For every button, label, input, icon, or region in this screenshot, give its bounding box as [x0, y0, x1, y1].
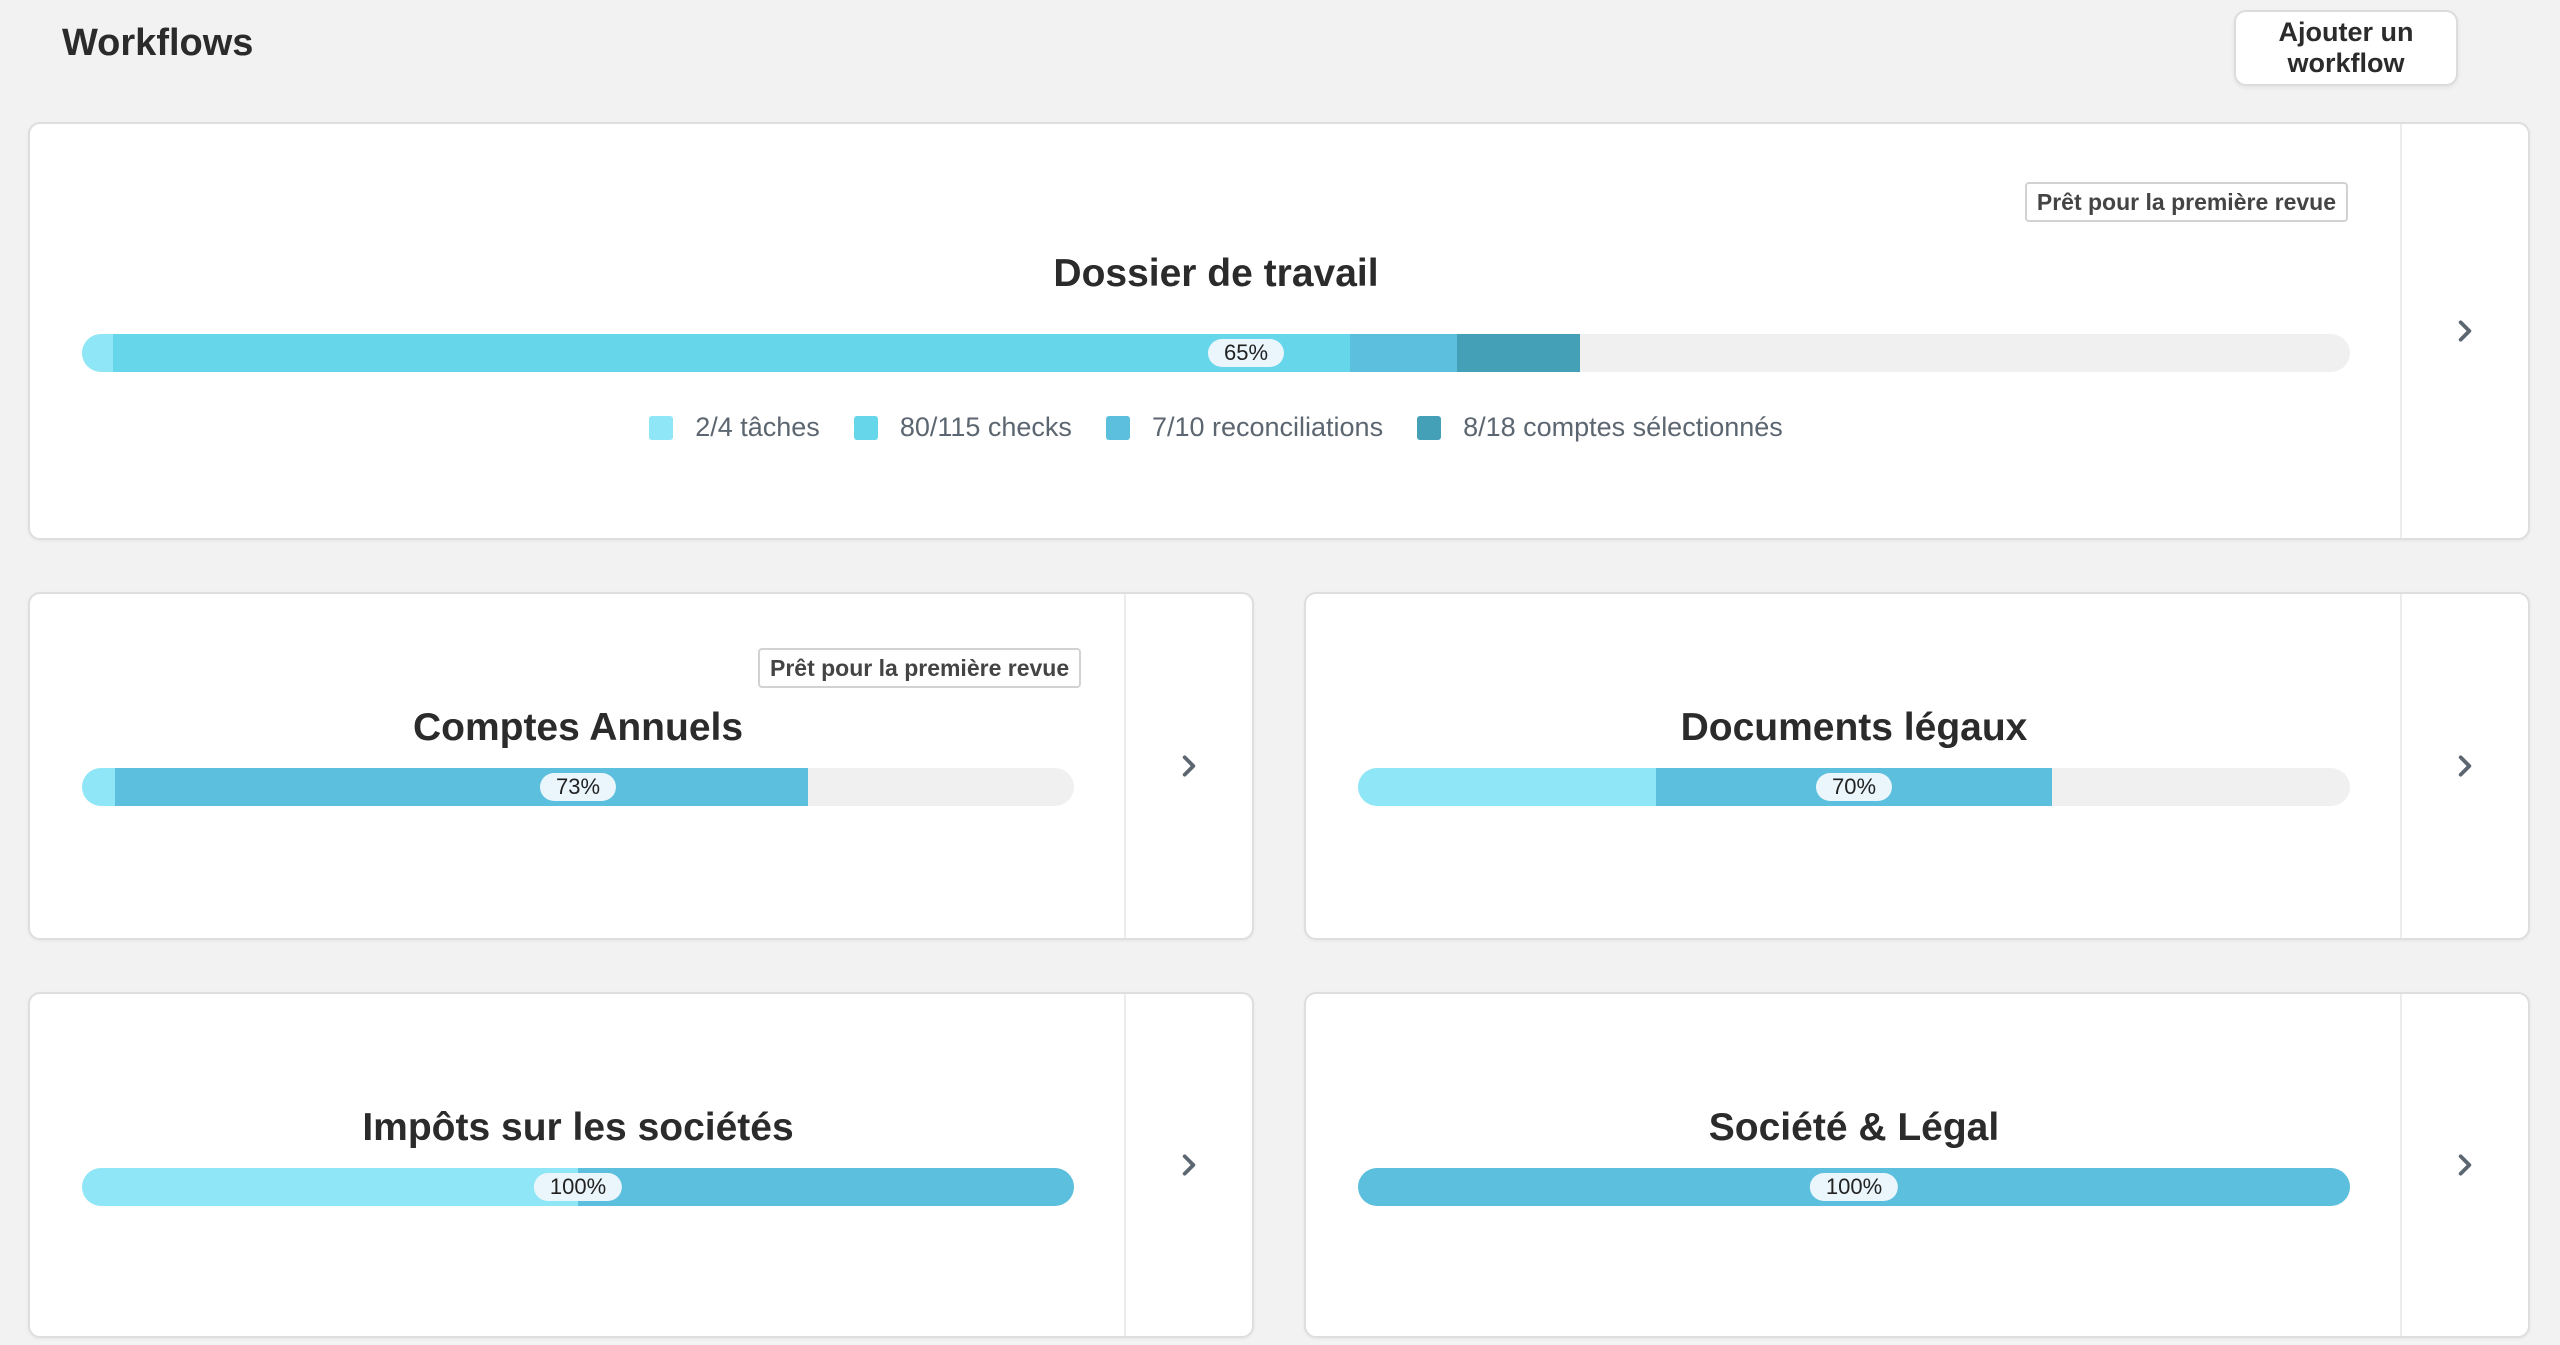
status-badge: Prêt pour la première revue	[2024, 182, 2348, 222]
workflow-card-comptes-annuels[interactable]: Prêt pour la première revue Comptes Annu…	[28, 592, 1254, 940]
legend-label: 7/10 reconciliations	[1151, 412, 1384, 442]
progress-segment-tasks	[82, 334, 113, 372]
card-title: Société & Légal	[1708, 1106, 2000, 1149]
open-workflow-button[interactable]	[1124, 594, 1252, 938]
chevron-right-icon	[2458, 1154, 2472, 1176]
legend-swatch	[1105, 415, 1130, 440]
legend-item-reconciliations: 7/10 reconciliations	[1105, 412, 1384, 443]
open-workflow-button[interactable]	[2400, 124, 2528, 538]
open-workflow-button[interactable]	[2400, 994, 2528, 1336]
progress-percent: 70%	[1815, 773, 1893, 801]
card-title: Impôts sur les sociétés	[362, 1106, 794, 1149]
progress-segment-reconciliations	[1350, 334, 1457, 372]
progress-legend: 2/4 tâches 80/115 checks 7/10 reconcilia…	[30, 412, 2402, 443]
progress-bar: 100%	[1358, 1168, 2350, 1206]
page-title: Workflows	[62, 22, 254, 64]
progress-segment-light	[82, 1168, 578, 1206]
legend-swatch	[853, 415, 878, 440]
progress-percent: 65%	[1207, 339, 1285, 367]
open-workflow-button[interactable]	[2400, 594, 2528, 938]
legend-swatch	[1417, 415, 1442, 440]
card-title: Comptes Annuels	[412, 706, 744, 749]
legend-item-accounts: 8/18 comptes sélectionnés	[1417, 412, 1783, 443]
workflow-card-societe-legal[interactable]: Société & Légal 100%	[1304, 992, 2530, 1338]
add-workflow-button[interactable]: Ajouter un workflow	[2234, 10, 2458, 86]
progress-bar: 73%	[82, 768, 1074, 806]
progress-bar: 100%	[82, 1168, 1074, 1206]
progress-bar: 70%	[1358, 768, 2350, 806]
progress-segment-light	[82, 768, 115, 806]
chevron-right-icon	[2458, 320, 2472, 342]
progress-segment-checks	[113, 334, 1350, 372]
workflow-card-impots[interactable]: Impôts sur les sociétés 100%	[28, 992, 1254, 1338]
chevron-right-icon	[1182, 755, 1196, 777]
legend-label: 8/18 comptes sélectionnés	[1463, 412, 1783, 442]
workflow-card-documents-legaux[interactable]: Documents légaux 70%	[1304, 592, 2530, 940]
legend-label: 80/115 checks	[899, 412, 1072, 442]
progress-segment-medium	[115, 768, 808, 806]
legend-swatch	[649, 415, 674, 440]
status-badge: Prêt pour la première revue	[758, 648, 1082, 688]
legend-label: 2/4 tâches	[695, 412, 820, 442]
progress-segment-accounts	[1457, 334, 1580, 372]
card-title: Documents légaux	[1680, 706, 2028, 749]
legend-item-checks: 80/115 checks	[853, 412, 1072, 443]
workflow-card-dossier[interactable]: Prêt pour la première revue Dossier de t…	[28, 122, 2530, 540]
chevron-right-icon	[1182, 1154, 1196, 1176]
chevron-right-icon	[2458, 755, 2472, 777]
progress-segment-light	[1358, 768, 1656, 806]
open-workflow-button[interactable]	[1124, 994, 1252, 1336]
progress-percent: 100%	[533, 1173, 623, 1201]
progress-bar: 65%	[82, 334, 2350, 372]
progress-percent: 100%	[1809, 1173, 1899, 1201]
progress-percent: 73%	[539, 773, 617, 801]
card-title: Dossier de travail	[1053, 252, 1379, 295]
progress-segment-medium	[578, 1168, 1074, 1206]
legend-item-tasks: 2/4 tâches	[649, 412, 820, 443]
